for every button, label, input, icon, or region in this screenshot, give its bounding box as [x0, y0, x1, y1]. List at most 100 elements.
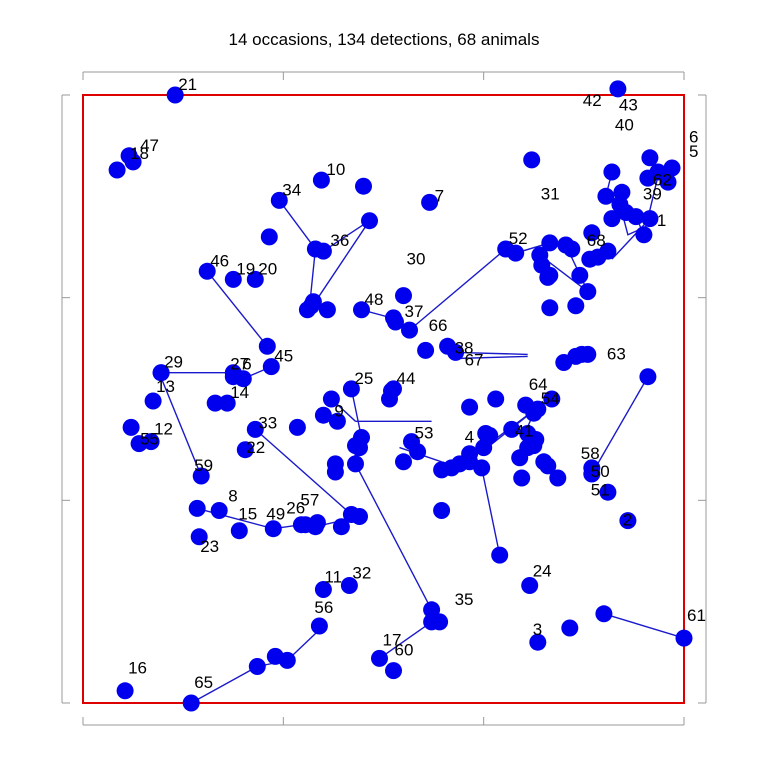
animal-id-label: 60 — [395, 640, 414, 659]
animal-id-label: 10 — [326, 160, 345, 179]
animal-id-label: 22 — [246, 438, 265, 457]
detection-point — [443, 459, 461, 477]
detection-point — [675, 629, 693, 647]
animal-id-label: 66 — [429, 316, 448, 335]
detection-point — [439, 337, 457, 355]
detection-point — [579, 283, 597, 301]
detection-point — [198, 262, 216, 280]
detection-point — [521, 577, 539, 594]
animal-id-label: 13 — [156, 377, 175, 396]
detection-point — [190, 528, 208, 546]
animal-id-label: 27 — [230, 355, 249, 374]
animal-id-label: 15 — [238, 505, 257, 524]
detection-point — [549, 469, 567, 487]
detection-point — [142, 433, 160, 451]
detection-point — [519, 439, 537, 457]
detection-point — [314, 242, 332, 260]
movement-track — [254, 428, 352, 516]
animal-id-label: 12 — [154, 420, 173, 439]
detection-point — [182, 694, 200, 712]
movement-track — [455, 355, 528, 360]
animal-id-label: 52 — [509, 229, 528, 248]
animal-id-label: 5 — [689, 142, 698, 161]
detection-point — [523, 151, 541, 169]
detection-point — [529, 400, 547, 418]
detection-point — [152, 364, 170, 382]
detection-point — [371, 649, 388, 667]
animal-id-label: 65 — [194, 673, 213, 692]
animal-id-label: 46 — [210, 251, 229, 270]
detection-point — [108, 161, 126, 179]
animal-id-label: 21 — [178, 75, 197, 94]
detection-point — [340, 577, 358, 594]
animal-id-label: 32 — [352, 563, 371, 582]
movement-track — [611, 218, 651, 260]
detection-point — [433, 502, 451, 519]
detection-point — [563, 240, 581, 258]
detection-point — [387, 313, 404, 331]
detection-point — [355, 177, 372, 195]
animal-id-label: 34 — [282, 180, 301, 199]
detection-point — [210, 502, 228, 519]
animal-id-label: 8 — [228, 486, 237, 505]
detection-point — [322, 390, 340, 408]
animal-id-label: 68 — [587, 231, 606, 250]
detection-point — [312, 171, 330, 189]
animal-id-label: 18 — [130, 144, 149, 163]
animal-id-label: 19 — [236, 259, 255, 278]
animal-id-label: 33 — [258, 414, 277, 433]
detection-point — [541, 234, 559, 252]
animal-id-label: 26 — [286, 499, 305, 518]
detection-point — [395, 453, 412, 471]
animal-id-label: 53 — [415, 424, 434, 443]
animal-id-label: 38 — [455, 339, 474, 358]
detection-point — [529, 633, 547, 651]
detection-point — [246, 420, 264, 438]
detection-point — [571, 266, 589, 284]
detection-point — [613, 183, 631, 201]
detection-point — [230, 522, 248, 540]
animal-id-label: 14 — [230, 383, 249, 402]
animal-id-label: 51 — [591, 480, 610, 499]
detection-point — [361, 212, 378, 230]
animal-id-label: 35 — [455, 590, 474, 609]
detection-point — [262, 358, 280, 376]
detection-points — [108, 80, 693, 712]
detection-point — [461, 445, 479, 463]
animal-id-label: 17 — [383, 630, 402, 649]
detection-point — [401, 321, 418, 339]
animal-id-label: 41 — [515, 422, 534, 441]
animal-id-label: 23 — [200, 537, 219, 556]
animal-id-label: 45 — [274, 347, 293, 366]
detection-point — [421, 193, 439, 211]
animal-id-label: 37 — [405, 302, 424, 321]
detection-point — [503, 420, 521, 438]
detection-point — [417, 341, 435, 359]
detection-point — [122, 418, 140, 436]
animal-id-label: 2 — [623, 511, 632, 530]
detection-point — [310, 617, 328, 635]
detection-point — [347, 437, 364, 455]
detection-point — [567, 297, 585, 315]
animal-id-label: 57 — [300, 491, 319, 510]
detection-point — [385, 662, 402, 680]
animal-id-label: 4 — [465, 428, 474, 447]
detection-point — [603, 163, 621, 181]
detection-point — [192, 467, 210, 485]
animal-id-label: 61 — [687, 606, 706, 625]
detection-point — [278, 651, 296, 669]
plot-boundary — [82, 94, 685, 704]
detection-point — [539, 268, 557, 286]
movement-track — [379, 621, 433, 659]
detection-point — [513, 469, 531, 487]
detection-point — [246, 270, 264, 288]
animal-id-label: 59 — [194, 456, 213, 475]
animal-id-label: 29 — [164, 353, 183, 372]
detection-point — [649, 163, 667, 181]
detection-point — [639, 368, 657, 386]
animal-id-label: 58 — [581, 444, 600, 463]
animal-id-label: 25 — [354, 369, 373, 388]
animal-id-label: 6 — [242, 355, 251, 374]
detection-point — [541, 299, 559, 317]
